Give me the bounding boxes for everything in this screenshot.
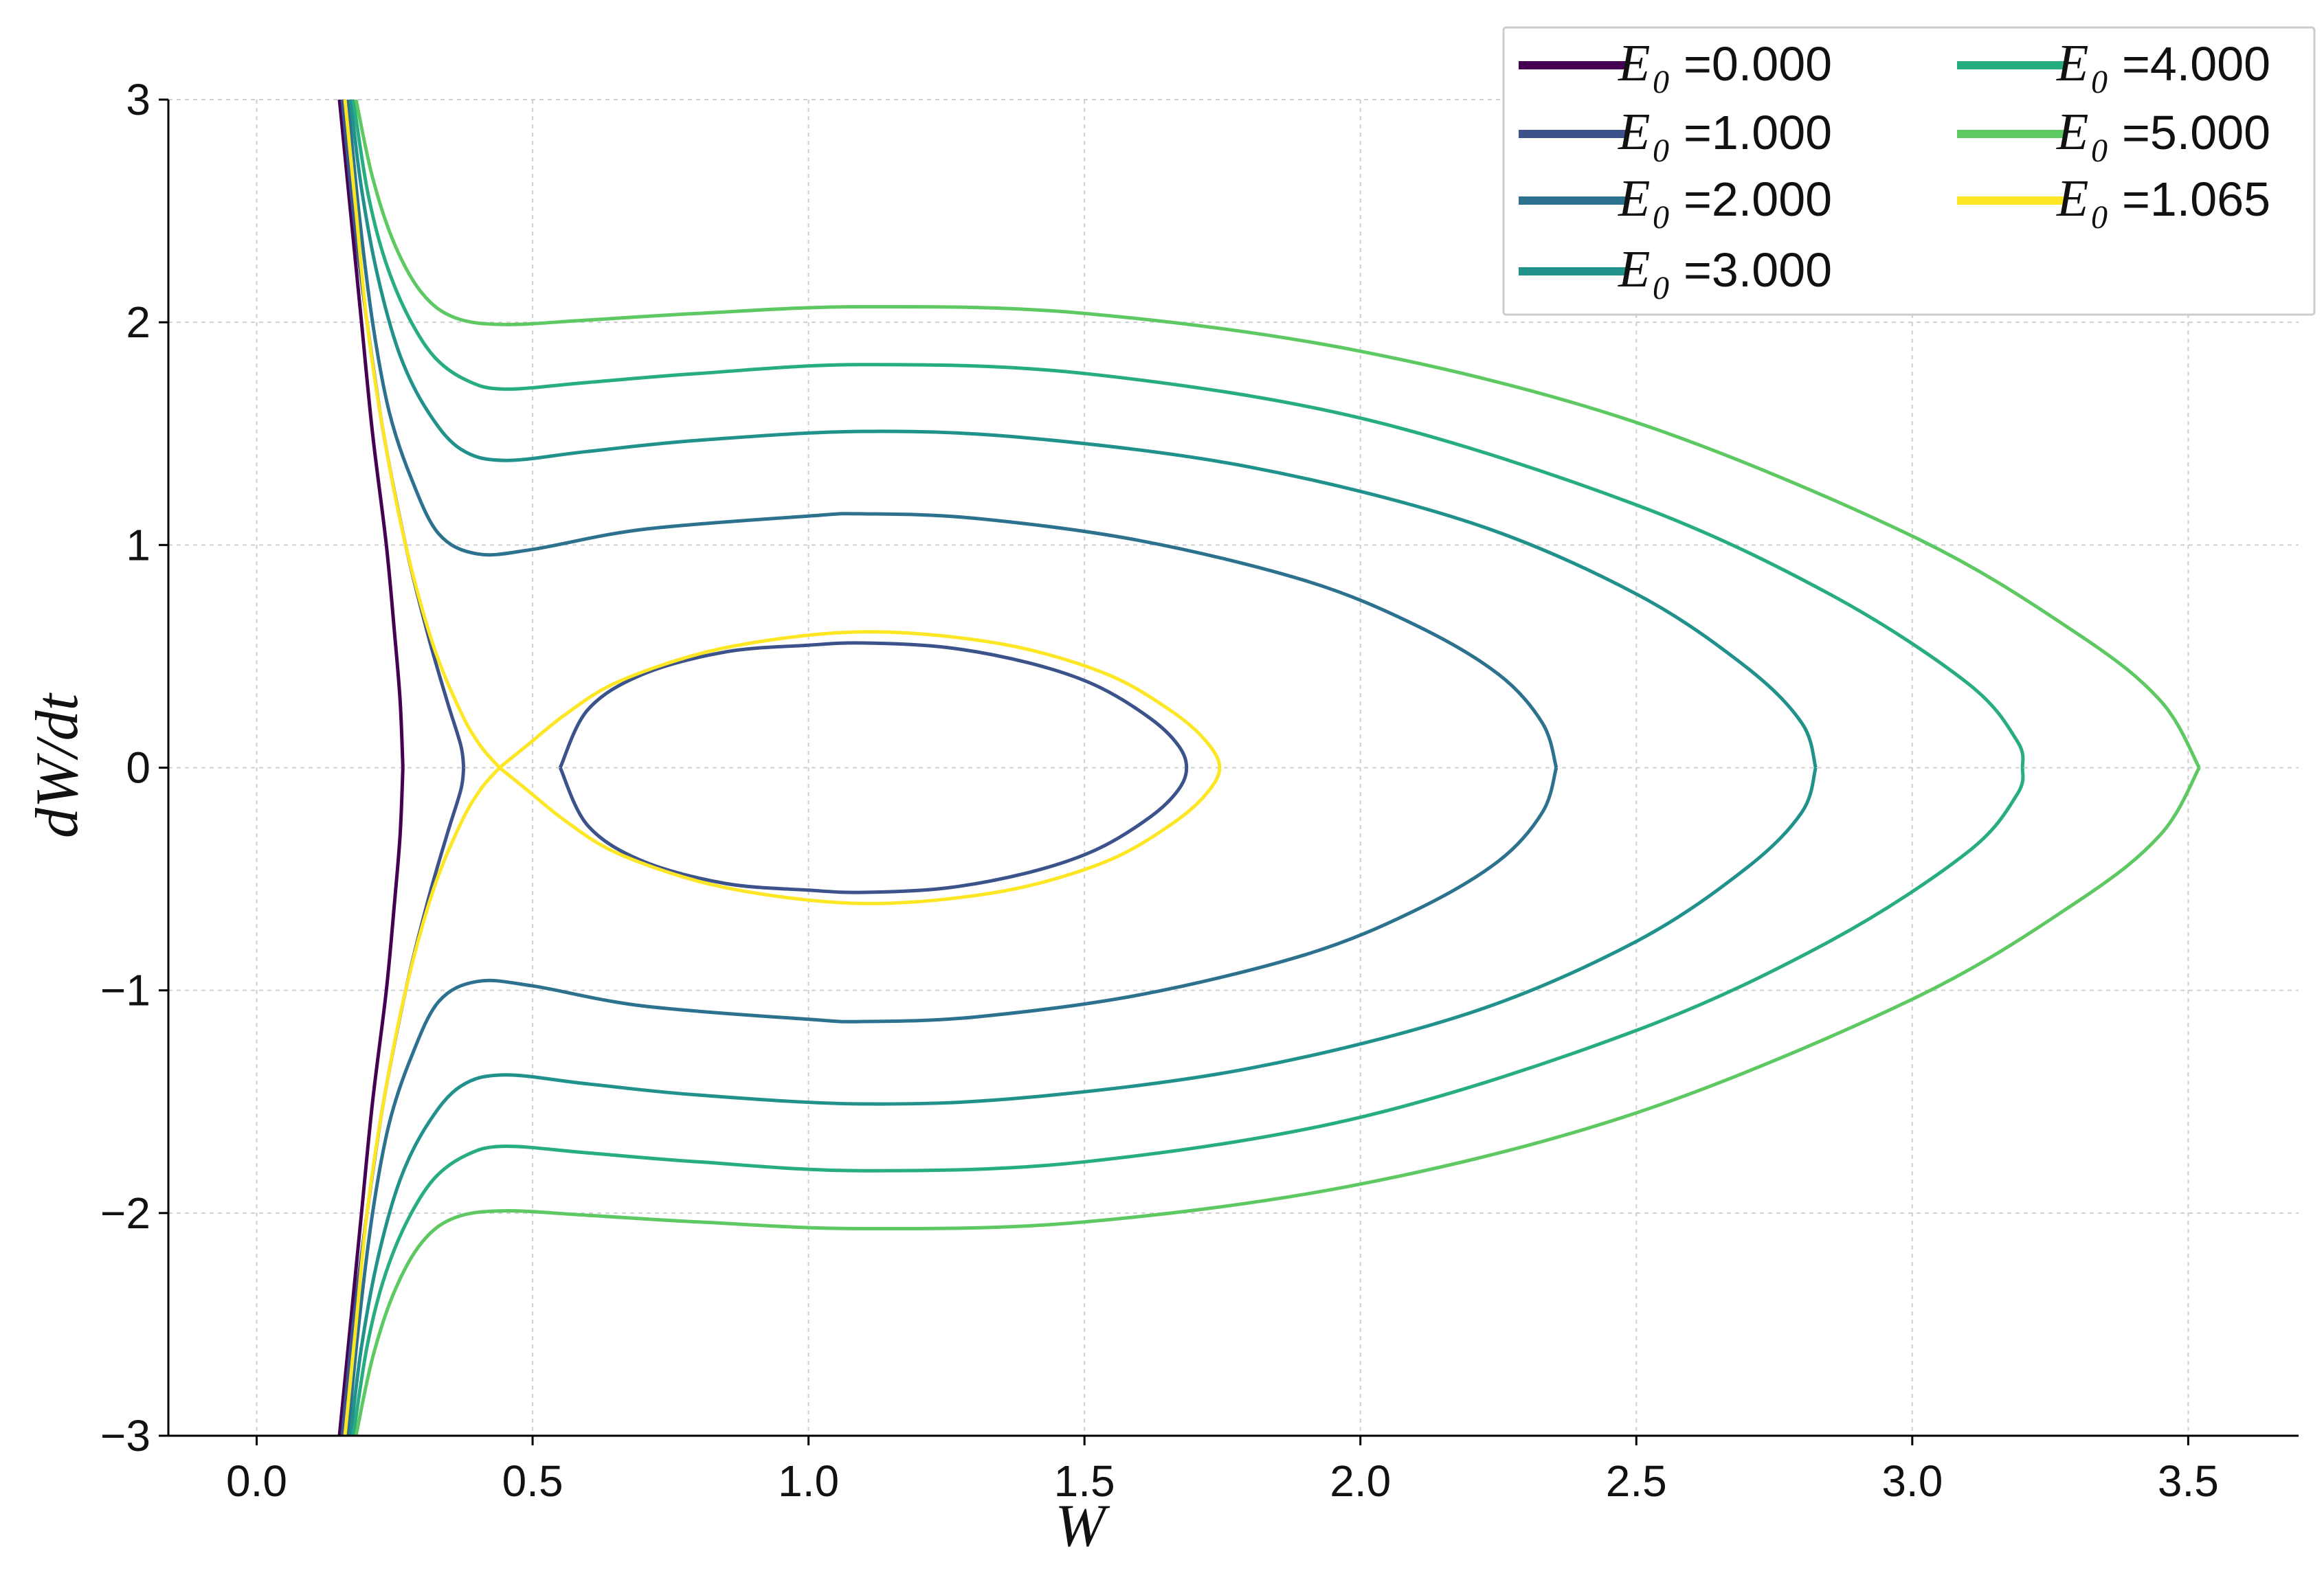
legend-item: E 0 =0.000: [1519, 34, 1832, 100]
x-tick-label: 2.0: [1330, 1456, 1391, 1506]
series-group: [337, 100, 2201, 1436]
legend-item: E 0 =1.000: [1519, 103, 1832, 169]
y-axis-title: dW/dt: [24, 692, 91, 838]
legend-value: =2.000: [1684, 172, 1832, 226]
legend-subscript: 0: [1653, 199, 1669, 236]
y-tick-label: −1: [100, 966, 150, 1015]
legend-item: E 0 =5.000: [1957, 103, 2270, 169]
legend-symbol: E: [1618, 34, 1650, 92]
series-5-lower-curve: [354, 767, 2201, 1436]
legend-value: =0.000: [1684, 37, 1832, 91]
legend-item: E 0 =3.000: [1519, 240, 1832, 306]
legend-value: =3.000: [1684, 243, 1832, 297]
axes: [159, 98, 2299, 1445]
y-tick-label: −3: [100, 1411, 150, 1460]
x-axis-title: W: [1055, 1493, 1110, 1559]
y-tick-label: 2: [126, 297, 150, 347]
legend-value: =4.000: [2122, 37, 2270, 91]
x-tick-label: 3.0: [1881, 1456, 1943, 1506]
x-tick-label: 0.0: [226, 1456, 287, 1506]
series-3-lower-curve: [348, 767, 1818, 1436]
legend-symbol: E: [2056, 170, 2088, 227]
series-6-left-upper-curve: [343, 100, 501, 769]
series-6-left-lower-curve: [343, 766, 501, 1436]
series-0-upper-curve: [337, 100, 405, 768]
series-1-loop-curve: [558, 641, 1189, 894]
legend-item: E 0 =1.065: [1957, 170, 2270, 236]
legend-subscript: 0: [1653, 133, 1669, 169]
y-tick-labels: −3 −2 −1 0 1 2 3: [100, 75, 150, 1460]
legend-value: =1.000: [1684, 106, 1832, 159]
series-2-lower-curve: [346, 767, 1558, 1436]
legend-value: =5.000: [2122, 106, 2270, 159]
series-2-upper-curve: [346, 100, 1558, 769]
series-3-upper-curve: [348, 100, 1818, 769]
series-6-loop-curve: [498, 630, 1222, 905]
legend-box: [1502, 26, 2316, 316]
legend-subscript: 0: [1653, 64, 1669, 100]
legend-subscript: 0: [1653, 270, 1669, 306]
legend-item: E 0 =4.000: [1957, 34, 2270, 100]
series-0-lower-curve: [337, 767, 405, 1436]
legend-item: E 0 =2.000: [1519, 170, 1832, 236]
legend-subscript: 0: [2091, 133, 2108, 169]
x-tick-label: 2.5: [1606, 1456, 1667, 1506]
legend-symbol: E: [2056, 103, 2088, 161]
series-curves: [337, 100, 2201, 1436]
x-tick-label: 1.0: [778, 1456, 839, 1506]
y-tick-label: 1: [126, 520, 150, 569]
x-tick-label: 0.5: [502, 1456, 563, 1506]
legend-subscript: 0: [2091, 199, 2108, 236]
y-tick-label: 0: [126, 743, 150, 793]
legend-symbol: E: [1618, 103, 1650, 161]
series-4-lower-curve: [351, 767, 2025, 1436]
x-tick-label: 1.5: [1054, 1456, 1115, 1506]
legend-value: =1.065: [2122, 172, 2270, 226]
legend-subscript: 0: [2091, 64, 2108, 100]
y-tick-label: −2: [100, 1188, 150, 1238]
series-5-upper-curve: [354, 100, 2201, 769]
x-tick-label: 3.5: [2158, 1456, 2219, 1506]
legend-symbol: E: [1618, 240, 1650, 298]
legend-symbol: E: [1618, 170, 1650, 227]
x-tick-labels: 0.0 0.5 1.0 1.5 2.0 2.5 3.0 3.5: [226, 1456, 2219, 1506]
series-4-upper-curve: [351, 100, 2025, 768]
y-tick-label: 3: [126, 75, 150, 124]
legend-symbol: E: [2056, 34, 2088, 92]
